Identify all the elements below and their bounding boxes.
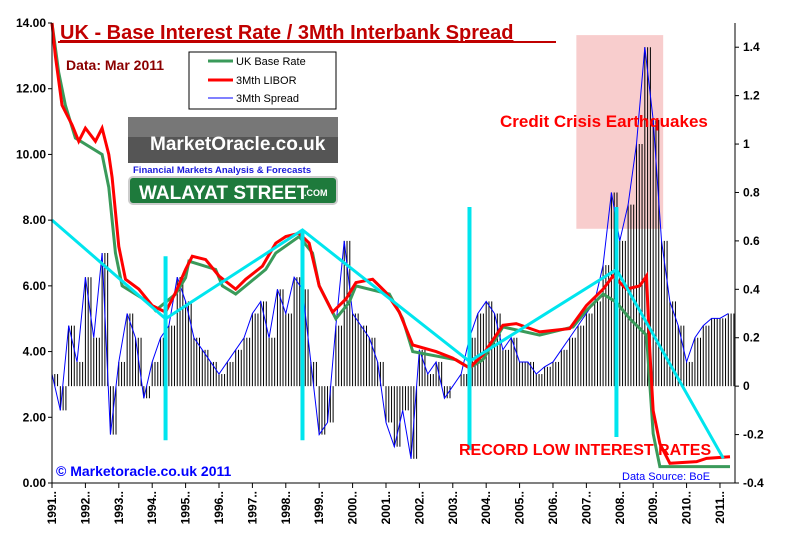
logo-sign-suffix: .COM <box>304 188 328 198</box>
legend-spread: 3Mth Spread <box>236 93 299 105</box>
x-tick-label: 1992.. <box>78 491 92 524</box>
x-tick-label: 2002.. <box>412 491 426 524</box>
y-right-tick-label: 0.8 <box>743 185 760 199</box>
x-tick-label: 2006.. <box>546 491 560 524</box>
y-right-tick-label: -0.4 <box>743 476 764 490</box>
copyright: © Marketoracle.co.uk 2011 <box>56 463 232 479</box>
y-right-tick-label: 0.4 <box>743 282 760 296</box>
y-right-tick-label: 1 <box>743 137 750 151</box>
y-left-tick-label: 10.00 <box>16 147 46 161</box>
legend-base: UK Base Rate <box>236 56 306 68</box>
logo-name: MarketOracle.co.uk <box>150 134 326 155</box>
x-tick-label: 2000.. <box>346 491 360 524</box>
y-left-tick-label: 2.00 <box>23 410 47 424</box>
y-left-tick-label: 12.00 <box>16 82 46 96</box>
marketoracle-logo: MarketOracle.co.uk Financial Markets Ana… <box>128 117 338 205</box>
x-tick-label: 1999.. <box>312 491 326 524</box>
y-right-tick-label: 1.4 <box>743 40 760 54</box>
y-right-tick-label: 0.2 <box>743 331 760 345</box>
x-tick-label: 2009.. <box>646 491 660 524</box>
x-tick-label: 2001.. <box>379 491 393 524</box>
x-tick-label: 1998.. <box>279 491 293 524</box>
x-tick-label: 1995.. <box>179 491 193 524</box>
x-tick-label: 1996.. <box>212 491 226 524</box>
crisis-label: Credit Crisis Earthquakes <box>500 112 708 131</box>
logo-sign: WALAYAT STREET <box>139 183 309 204</box>
x-tick-label: 2008.. <box>613 491 627 524</box>
x-tick-label: 2010.. <box>680 491 694 524</box>
x-tick-label: 2004.. <box>479 491 493 524</box>
y-right-tick-label: -0.2 <box>743 428 764 442</box>
x-tick-label: 2007.. <box>579 491 593 524</box>
x-tick-label: 1994.. <box>145 491 159 524</box>
libor-line <box>50 22 731 465</box>
y-right-tick-label: 0 <box>743 379 750 393</box>
y-left-tick-label: 6.00 <box>23 279 47 293</box>
x-tick-label: 2003.. <box>446 491 460 524</box>
y-left-tick-label: 8.00 <box>23 213 47 227</box>
legend-libor: 3Mth LIBOR <box>236 75 297 87</box>
x-tick-label: 2005.. <box>513 491 527 524</box>
chart-title: UK - Base Interest Rate / 3Mth Interbank… <box>60 22 513 44</box>
trend-line <box>51 219 725 460</box>
x-tick-label: 2011.. <box>713 491 727 524</box>
record-low-label: RECORD LOW INTEREST RATES <box>459 442 711 459</box>
y-left-tick-label: 14.00 <box>16 16 46 30</box>
y-right-tick-label: 0.6 <box>743 234 760 248</box>
x-tick-label: 1991.. <box>45 491 59 524</box>
y-left-tick-label: 0.00 <box>23 476 47 490</box>
logo-tagline: Financial Markets Analysis & Forecasts <box>133 165 311 176</box>
x-tick-label: 1997.. <box>245 491 259 524</box>
y-right-tick-label: 1.2 <box>743 89 760 103</box>
chart-subtitle: Data: Mar 2011 <box>66 57 164 73</box>
y-left-tick-label: 4.00 <box>23 345 47 359</box>
crisis-box <box>576 35 664 229</box>
data-source: Data Source: BoE <box>622 471 710 483</box>
legend: UK Base Rate 3Mth LIBOR 3Mth Spread <box>188 51 337 110</box>
x-tick-label: 1993.. <box>112 491 126 524</box>
